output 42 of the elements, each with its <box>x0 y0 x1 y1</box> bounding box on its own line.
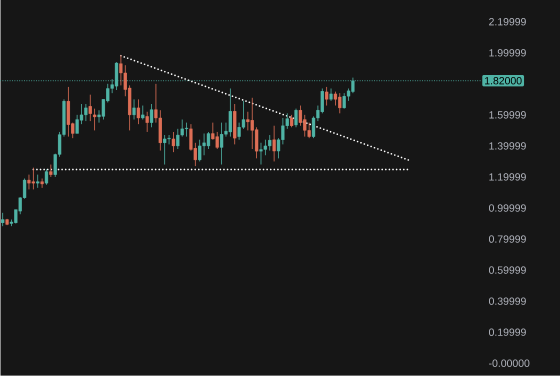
ref-line-label: 1.82000 <box>485 77 522 85</box>
candlestick <box>329 88 333 102</box>
candlestick <box>40 178 44 188</box>
candlestick <box>220 122 224 166</box>
y-tick-label: 0.79999 <box>488 236 526 243</box>
y-tick-label: 0.19999 <box>488 328 526 336</box>
candlestick <box>119 54 123 86</box>
candlestick <box>1 212 4 227</box>
y-tick-label: 1.99999 <box>489 49 526 57</box>
candlestick <box>206 132 210 150</box>
candlestick <box>44 168 48 186</box>
candlestick <box>88 94 92 122</box>
y-tick-label: 1.59999 <box>489 111 526 119</box>
candlestick <box>172 132 176 153</box>
y-tick-label: -0.00000 <box>489 360 530 368</box>
candlestick <box>325 86 328 106</box>
candlestick <box>132 99 136 120</box>
candlestick <box>36 174 40 188</box>
candlestick <box>27 174 31 190</box>
candlestick <box>298 105 302 126</box>
y-tick-label: 1.19999 <box>489 173 526 181</box>
candlestick <box>136 99 140 125</box>
candlestick <box>66 86 70 138</box>
candlestick <box>294 108 298 128</box>
candlestick <box>146 112 149 133</box>
candlestick <box>49 164 52 178</box>
y-tick-label: 2.19999 <box>489 18 526 26</box>
candlestick <box>259 142 263 166</box>
y-tick-label: 0.99999 <box>488 204 526 212</box>
candlestick <box>141 105 144 120</box>
candlestick <box>237 122 241 140</box>
y-tick-label: 0.39999 <box>488 298 526 306</box>
candlestick <box>167 134 171 145</box>
candlestick <box>290 114 294 128</box>
candlestick <box>334 91 338 106</box>
candlestick <box>92 108 96 131</box>
y-tick-label: 1.39999 <box>489 142 526 150</box>
candlestick <box>272 126 276 162</box>
candlestick <box>150 104 154 128</box>
y-tick-label: 0.59999 <box>488 266 526 274</box>
candlestick <box>202 133 206 156</box>
candlestick <box>184 122 188 138</box>
